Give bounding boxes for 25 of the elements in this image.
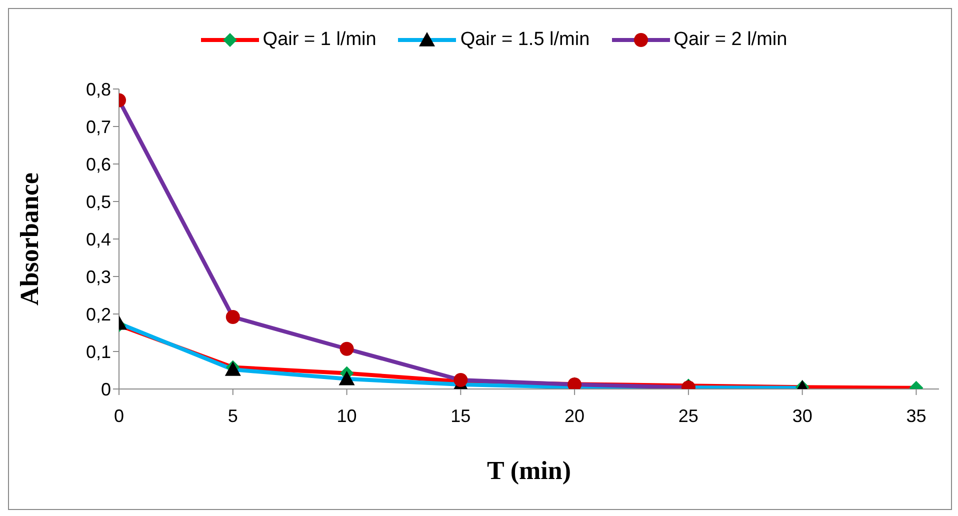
legend-label: Qair = 2 l/min [674,29,788,51]
x-tick-label: 10 [336,406,357,426]
point [340,342,354,356]
y-tick-label: 0,5 [86,192,111,212]
legend-label: Qair = 1 l/min [262,29,376,51]
y-tick-label: 0,3 [86,266,111,287]
x-tick-label: 35 [906,406,926,426]
y-tick-label: 0,7 [86,116,111,137]
x-tick-label: 0 [114,406,124,426]
x-tick-label: 15 [450,406,471,426]
x-tick-label: 5 [228,406,238,426]
y-tick-label: 0,8 [86,79,111,100]
y-tick-label: 0 [100,379,111,400]
y-tick-label: 0,6 [86,154,111,174]
x-tick-label: 20 [564,406,585,426]
x-tick-label: 30 [792,406,812,426]
y-tick-label: 0,4 [86,229,111,250]
x-axis-title: T (min) [486,456,572,485]
x-tick-label: 25 [678,406,698,426]
point [338,370,355,386]
y-tick-label: 0,1 [86,342,111,362]
y-tick-label: 0,2 [86,304,111,324]
legend-label: Qair = 1.5 l/min [460,29,590,51]
point [226,310,240,324]
y-axis-title: Absorbance [15,172,44,306]
